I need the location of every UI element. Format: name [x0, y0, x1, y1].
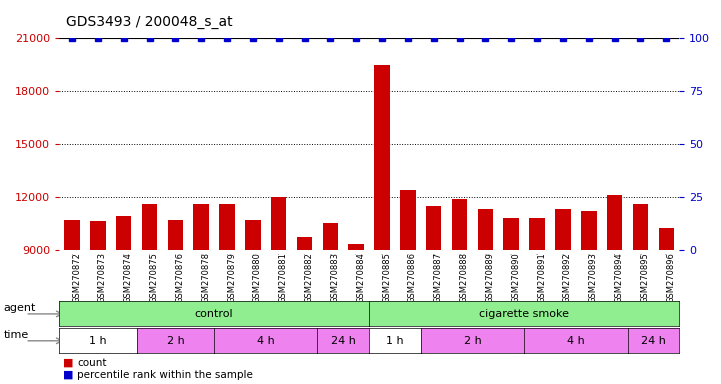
Text: GSM270874: GSM270874	[124, 252, 133, 303]
Text: GDS3493 / 200048_s_at: GDS3493 / 200048_s_at	[66, 15, 233, 29]
Bar	[142, 204, 157, 384]
Text: GSM270895: GSM270895	[640, 252, 650, 303]
Text: ■: ■	[63, 370, 74, 380]
Text: 4 h: 4 h	[567, 336, 585, 346]
Bar	[477, 209, 493, 384]
Bar	[426, 205, 441, 384]
Bar	[90, 222, 105, 384]
Text: GSM270873: GSM270873	[98, 252, 107, 303]
Text: 24 h: 24 h	[641, 336, 665, 346]
Text: GSM270880: GSM270880	[253, 252, 262, 303]
Text: GSM270883: GSM270883	[330, 252, 340, 303]
Bar	[581, 211, 596, 384]
Text: GSM270878: GSM270878	[201, 252, 211, 303]
Bar	[348, 244, 364, 384]
Text: GSM270886: GSM270886	[408, 252, 417, 303]
Text: GSM270872: GSM270872	[72, 252, 81, 303]
Text: GSM270891: GSM270891	[537, 252, 546, 303]
Bar	[64, 220, 80, 384]
Text: 4 h: 4 h	[257, 336, 275, 346]
Bar	[374, 65, 390, 384]
Text: GSM270875: GSM270875	[149, 252, 159, 303]
Text: agent: agent	[4, 303, 36, 313]
Bar	[400, 190, 415, 384]
Text: time: time	[4, 329, 29, 339]
Text: 1 h: 1 h	[89, 336, 107, 346]
Text: GSM270881: GSM270881	[279, 252, 288, 303]
Bar	[555, 209, 571, 384]
Bar	[529, 218, 545, 384]
Text: GSM270889: GSM270889	[485, 252, 495, 303]
Bar	[297, 237, 312, 384]
Text: ■: ■	[63, 358, 74, 368]
Text: GSM270893: GSM270893	[589, 252, 598, 303]
Bar	[503, 218, 519, 384]
Bar	[245, 220, 261, 384]
Text: GSM270888: GSM270888	[459, 252, 469, 303]
Text: GSM270896: GSM270896	[666, 252, 676, 303]
Text: GSM270876: GSM270876	[175, 252, 185, 303]
Text: GSM270885: GSM270885	[382, 252, 391, 303]
Bar	[452, 199, 467, 384]
Bar	[167, 220, 183, 384]
Text: GSM270890: GSM270890	[511, 252, 521, 303]
Text: 24 h: 24 h	[331, 336, 355, 346]
Text: GSM270882: GSM270882	[304, 252, 314, 303]
Bar	[323, 223, 338, 384]
Text: count: count	[77, 358, 107, 368]
Bar	[219, 204, 235, 384]
Bar	[607, 195, 622, 384]
Text: 2 h: 2 h	[464, 336, 482, 346]
Text: GSM270892: GSM270892	[563, 252, 572, 303]
Text: GSM270884: GSM270884	[356, 252, 366, 303]
Text: GSM270879: GSM270879	[227, 252, 236, 303]
Text: percentile rank within the sample: percentile rank within the sample	[77, 370, 253, 380]
Text: 1 h: 1 h	[386, 336, 404, 346]
Bar	[633, 204, 648, 384]
Bar	[116, 216, 131, 384]
Text: GSM270894: GSM270894	[614, 252, 624, 303]
Text: cigarette smoke: cigarette smoke	[479, 309, 569, 319]
Text: 2 h: 2 h	[167, 336, 185, 346]
Text: control: control	[195, 309, 234, 319]
Bar	[271, 197, 286, 384]
Text: GSM270887: GSM270887	[434, 252, 443, 303]
Bar	[193, 204, 209, 384]
Bar	[658, 228, 674, 384]
